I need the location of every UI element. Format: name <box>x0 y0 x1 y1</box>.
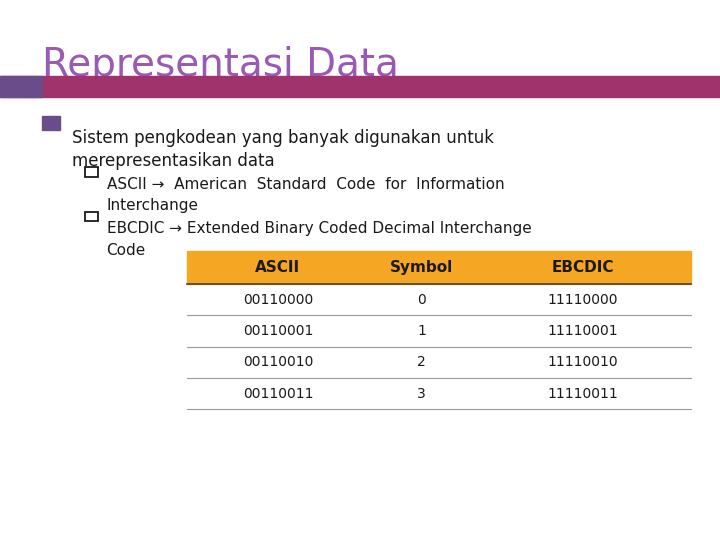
Text: 11110001: 11110001 <box>547 324 618 338</box>
Text: ASCII: ASCII <box>256 260 300 275</box>
Text: 2: 2 <box>417 355 426 369</box>
Bar <box>42 116 60 130</box>
Text: Code: Code <box>107 243 146 258</box>
Bar <box>0 76 42 97</box>
Text: 00110010: 00110010 <box>243 355 313 369</box>
Text: 0: 0 <box>417 293 426 307</box>
Text: 11110000: 11110000 <box>548 293 618 307</box>
FancyBboxPatch shape <box>85 167 98 177</box>
Text: EBCDIC → Extended Binary Coded Decimal Interchange: EBCDIC → Extended Binary Coded Decimal I… <box>107 221 531 237</box>
Text: Representasi Data: Representasi Data <box>42 46 399 84</box>
Text: 3: 3 <box>417 387 426 401</box>
Text: Symbol: Symbol <box>390 260 453 275</box>
Text: Sistem pengkodean yang banyak digunakan untuk: Sistem pengkodean yang banyak digunakan … <box>72 129 494 146</box>
Text: merepresentasikan data: merepresentasikan data <box>72 152 274 170</box>
Text: 00110000: 00110000 <box>243 293 313 307</box>
Text: 1: 1 <box>417 324 426 338</box>
Text: 11110011: 11110011 <box>547 387 618 401</box>
Text: 00110011: 00110011 <box>243 387 313 401</box>
Text: EBCDIC: EBCDIC <box>552 260 614 275</box>
Bar <box>187 251 691 284</box>
Text: 00110001: 00110001 <box>243 324 313 338</box>
Text: 11110010: 11110010 <box>547 355 618 369</box>
Text: ASCII →  American  Standard  Code  for  Information: ASCII → American Standard Code for Infor… <box>107 177 504 192</box>
Text: Interchange: Interchange <box>107 198 199 213</box>
Bar <box>0 76 720 97</box>
FancyBboxPatch shape <box>85 212 98 221</box>
